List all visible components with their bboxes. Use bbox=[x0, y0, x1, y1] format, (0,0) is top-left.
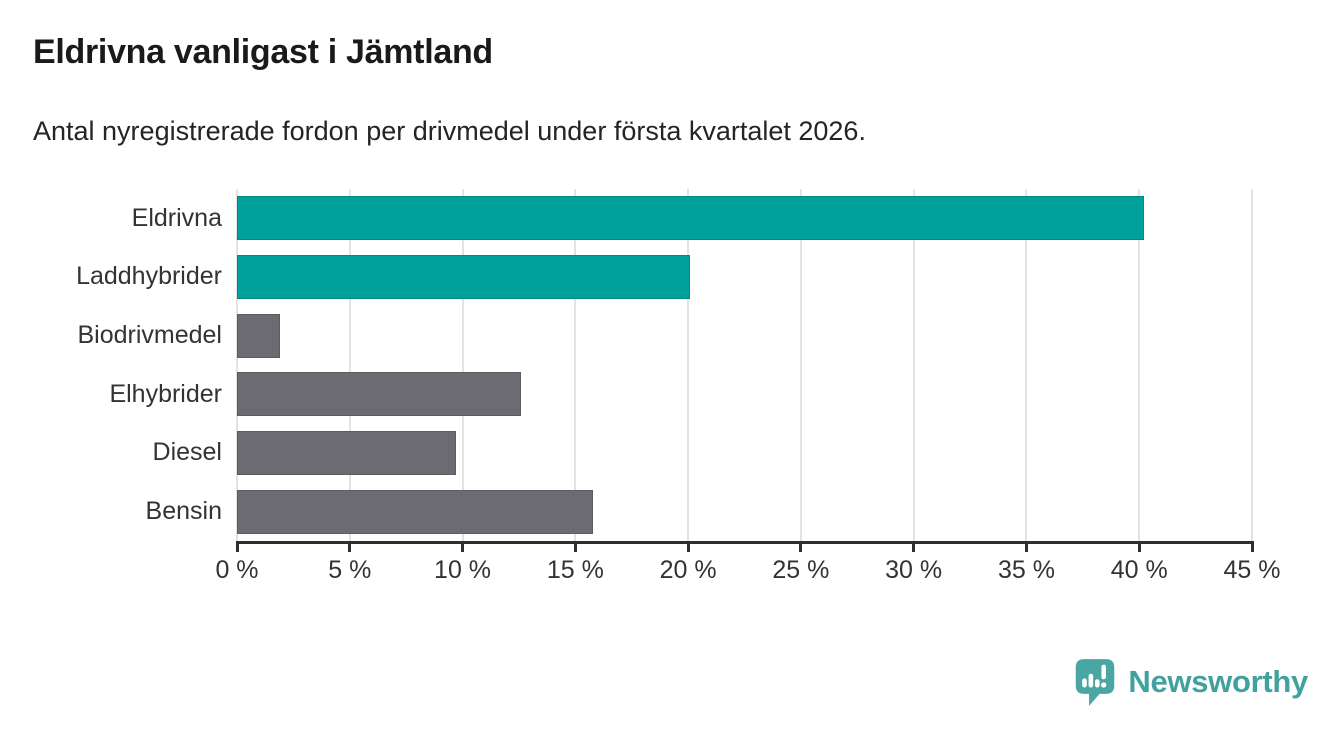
x-axis-tick bbox=[461, 541, 465, 552]
x-axis-tick-label: 30 % bbox=[885, 556, 943, 584]
gridline bbox=[1025, 189, 1028, 541]
x-axis-tick-label: 45 % bbox=[1223, 556, 1281, 584]
x-axis-tick-label: 35 % bbox=[997, 556, 1055, 584]
chart-title: Eldrivna vanligast i Jämtland bbox=[33, 33, 493, 71]
plot-area bbox=[236, 189, 1253, 541]
gridline bbox=[1251, 189, 1253, 541]
bar-elhybrider bbox=[237, 372, 522, 417]
gridline bbox=[687, 189, 690, 541]
category-label-eldrivna: Eldrivna bbox=[131, 203, 222, 232]
bar-diesel bbox=[237, 431, 456, 475]
bar-biodrivmedel bbox=[237, 313, 280, 358]
bar-laddhybrider bbox=[237, 255, 691, 299]
newsworthy-brand-text: Newsworthy bbox=[1128, 664, 1308, 699]
category-label-bensin: Bensin bbox=[145, 497, 222, 526]
x-axis-tick bbox=[1250, 541, 1254, 552]
x-axis-tick-label: 40 % bbox=[1110, 556, 1168, 584]
x-axis-tick-label: 0 % bbox=[215, 556, 259, 584]
x-axis-tick-label: 15 % bbox=[546, 556, 604, 584]
x-axis-tick-label: 20 % bbox=[659, 556, 717, 584]
gridline bbox=[348, 189, 351, 541]
x-axis-tick bbox=[1024, 541, 1028, 552]
x-axis-tick-label: 25 % bbox=[772, 556, 830, 584]
newsworthy-speech-bubble-bar-chart-icon bbox=[1076, 659, 1115, 706]
gridline bbox=[461, 189, 464, 541]
newsworthy-logo: Newsworthy bbox=[1073, 657, 1308, 707]
x-axis-tick bbox=[799, 541, 803, 552]
gridline bbox=[236, 189, 238, 541]
chart-subtitle: Antal nyregistrerade fordon per drivmede… bbox=[33, 116, 866, 146]
x-axis-tick bbox=[573, 541, 577, 552]
x-axis-tick bbox=[1137, 541, 1141, 552]
category-label-diesel: Diesel bbox=[152, 438, 222, 467]
bar-eldrivna bbox=[237, 196, 1144, 241]
x-axis-tick bbox=[686, 541, 690, 552]
category-label-biodrivmedel: Biodrivmedel bbox=[77, 321, 222, 350]
gridline bbox=[912, 189, 915, 541]
x-axis-tick bbox=[912, 541, 916, 552]
bar-bensin bbox=[237, 489, 594, 534]
x-axis-tick bbox=[348, 541, 352, 552]
category-label-laddhybrider: Laddhybrider bbox=[76, 262, 222, 291]
x-axis-line bbox=[237, 541, 1254, 544]
x-axis-tick-label: 10 % bbox=[434, 556, 492, 584]
category-axis-labels: Eldrivna Laddhybrider Biodrivmedel Elhybrid… bbox=[0, 189, 222, 541]
gridline bbox=[799, 189, 802, 541]
category-label-elhybrider: Elhybrider bbox=[109, 379, 222, 408]
x-axis-tick bbox=[235, 541, 239, 552]
gridline bbox=[574, 189, 577, 541]
gridline bbox=[1138, 189, 1141, 541]
x-axis-tick-label: 5 % bbox=[328, 556, 372, 584]
